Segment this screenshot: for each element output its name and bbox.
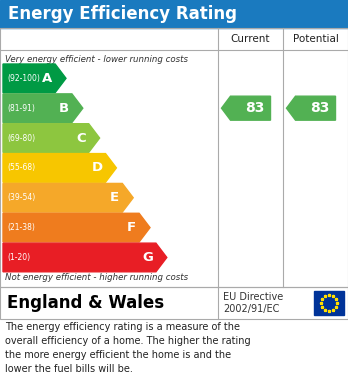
Polygon shape [3,124,100,152]
Text: F: F [127,221,136,234]
Bar [314,291,344,315]
Polygon shape [221,96,270,120]
Text: Current: Current [231,34,270,44]
Text: D: D [92,161,103,174]
Polygon shape [3,64,66,93]
Polygon shape [3,183,133,212]
Polygon shape [3,213,150,242]
Text: Very energy efficient - lower running costs: Very energy efficient - lower running co… [5,54,188,63]
Text: (21-38): (21-38) [7,223,35,232]
Polygon shape [3,94,83,122]
Text: (1-20): (1-20) [7,253,30,262]
Text: B: B [59,102,69,115]
Text: The energy efficiency rating is a measure of the
overall efficiency of a home. T: The energy efficiency rating is a measur… [5,322,251,374]
Text: A: A [42,72,52,85]
Bar [0,28,348,287]
Text: England & Wales: England & Wales [7,294,164,312]
Text: 83: 83 [245,101,265,115]
Text: Potential: Potential [293,34,339,44]
Text: G: G [142,251,153,264]
Text: EU Directive
2002/91/EC: EU Directive 2002/91/EC [223,292,283,314]
Text: (69-80): (69-80) [7,134,35,143]
Text: C: C [76,131,86,145]
Text: (55-68): (55-68) [7,163,35,172]
Text: (92-100): (92-100) [7,74,40,83]
Text: Not energy efficient - higher running costs: Not energy efficient - higher running co… [5,273,188,283]
Bar [0,287,348,319]
Text: Energy Efficiency Rating: Energy Efficiency Rating [8,5,237,23]
Text: (39-54): (39-54) [7,193,35,202]
Polygon shape [286,96,335,120]
Polygon shape [3,154,116,182]
Text: 83: 83 [310,101,330,115]
Text: (81-91): (81-91) [7,104,35,113]
Bar [0,0,348,28]
Polygon shape [3,243,167,272]
Text: E: E [110,191,119,204]
